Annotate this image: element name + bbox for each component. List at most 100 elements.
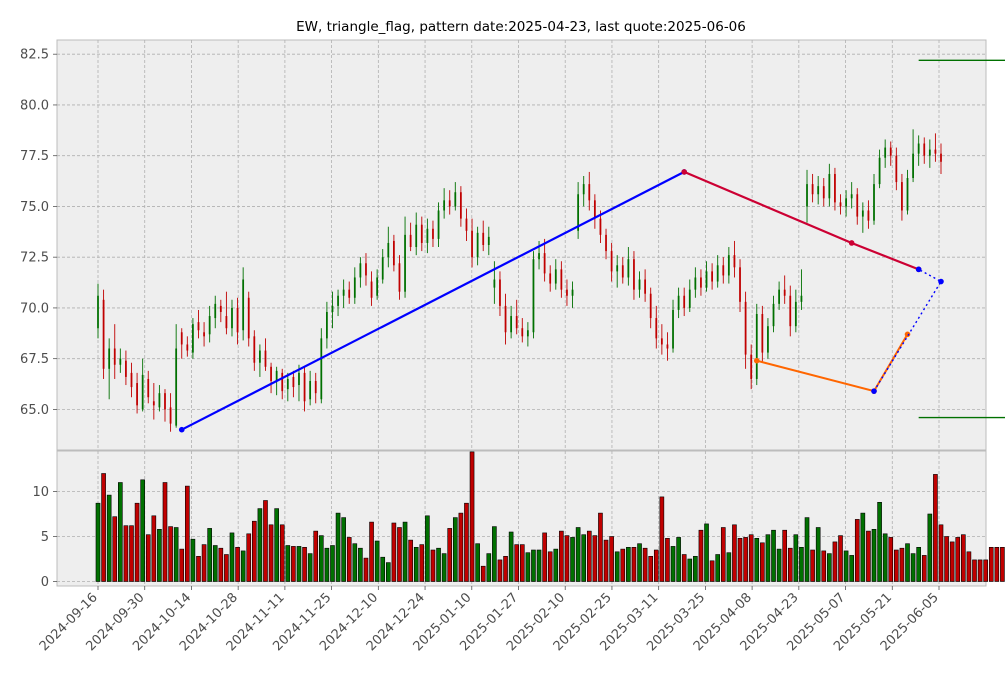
volume-bar <box>866 530 871 582</box>
volume-bar <box>458 512 464 582</box>
volume-bar <box>933 474 938 582</box>
candle-body <box>716 265 719 282</box>
candle-body <box>454 192 457 207</box>
volume-bar <box>112 516 118 582</box>
candle-body <box>476 232 479 258</box>
date-axis-ticks: 2024-09-162024-09-302024-10-142024-10-28… <box>37 586 942 654</box>
volume-bar <box>346 537 352 582</box>
candle-body <box>694 277 697 290</box>
volume-bar <box>224 554 229 582</box>
volume-bar <box>162 482 168 582</box>
volume-bar <box>949 541 955 582</box>
candle-body <box>733 255 736 268</box>
candle-body <box>236 307 239 333</box>
volume-bar <box>620 548 626 582</box>
volume-bar <box>575 527 581 582</box>
chart-title: EW, triangle_flag, pattern date:2025-04-… <box>296 19 746 35</box>
candle-body <box>510 316 513 333</box>
price-tick-label: 70.0 <box>20 301 49 316</box>
volume-bar <box>95 502 101 582</box>
volume-bar <box>732 524 737 582</box>
volume-bar <box>916 546 921 582</box>
volume-bar <box>263 500 268 582</box>
volume-bar <box>497 559 503 582</box>
candle-body <box>136 383 138 406</box>
candle-body <box>794 301 797 327</box>
price-axis-ticks: 65.0 67.5 70.0 72.5 75.0 77.5 80.0 82.5 <box>20 48 57 418</box>
volume-bar <box>235 546 240 582</box>
volume-bar <box>838 535 843 582</box>
candle-body <box>219 305 222 312</box>
volume-bar <box>374 540 380 582</box>
candle-body <box>772 303 775 327</box>
volume-bar <box>799 546 804 582</box>
volume-bar <box>268 524 274 582</box>
volume-bar <box>854 519 860 582</box>
candle-body <box>259 350 261 363</box>
volume-bar <box>285 545 291 582</box>
candle-body <box>806 184 808 207</box>
candle-body <box>677 295 680 310</box>
candle-body <box>582 184 585 195</box>
candle-body <box>113 348 116 365</box>
volume-bar <box>218 547 224 582</box>
candle-body <box>487 236 490 245</box>
candle-body <box>778 289 780 304</box>
volume-bar <box>637 543 642 582</box>
candle-body <box>404 234 406 292</box>
volume-bar <box>927 513 933 582</box>
volume-bar <box>810 549 815 582</box>
volume-bar <box>860 512 866 582</box>
volume-bar <box>402 521 408 582</box>
volume-bar <box>626 546 631 582</box>
volume-bar <box>246 533 252 582</box>
volume-bar <box>653 549 659 582</box>
candle-body <box>504 305 507 333</box>
price-tick-label: 82.5 <box>20 48 49 63</box>
candle-body <box>365 263 367 276</box>
volume-bar <box>771 529 776 582</box>
volume-bar <box>743 537 748 582</box>
candle-body <box>633 259 635 290</box>
candle-body <box>577 194 580 231</box>
volume-bar <box>586 530 592 582</box>
volume-bar <box>899 547 905 582</box>
volume-bar <box>977 559 983 582</box>
volume-bar <box>944 536 949 582</box>
candle-body <box>381 257 384 280</box>
price-tick-label: 67.5 <box>20 352 49 367</box>
volume-bar <box>849 555 854 582</box>
pattern-lines <box>178 59 1005 433</box>
candle-body <box>655 318 658 339</box>
volume-bar <box>592 535 598 582</box>
volume-bar <box>492 526 497 582</box>
candle-body <box>901 182 903 211</box>
candle-body <box>482 232 485 245</box>
candle-body <box>292 376 295 388</box>
candle-body <box>270 366 272 381</box>
candle-body <box>465 218 468 231</box>
volume-bar <box>698 529 704 582</box>
volume-bar <box>369 521 374 582</box>
volume-bar <box>335 512 341 582</box>
candle-body <box>895 155 898 183</box>
candle-body <box>811 184 814 195</box>
candle-body <box>627 259 630 278</box>
candle-body <box>130 372 133 388</box>
volume-bar <box>145 534 151 582</box>
volume-bar <box>821 550 827 582</box>
volume-bar <box>408 539 413 582</box>
volume-bar <box>380 556 386 582</box>
volume-bar <box>514 544 520 582</box>
volume-tick-label: 10 <box>32 485 49 500</box>
candle-body <box>426 228 429 243</box>
volume-bar <box>240 550 246 582</box>
candle-body <box>314 380 317 394</box>
candle-body <box>125 360 127 377</box>
candle-body <box>247 297 250 339</box>
volume-bar <box>793 534 799 582</box>
candle-body <box>660 338 663 345</box>
volume-bar <box>894 549 899 582</box>
candle-body <box>432 228 434 239</box>
candle-body <box>242 279 245 331</box>
